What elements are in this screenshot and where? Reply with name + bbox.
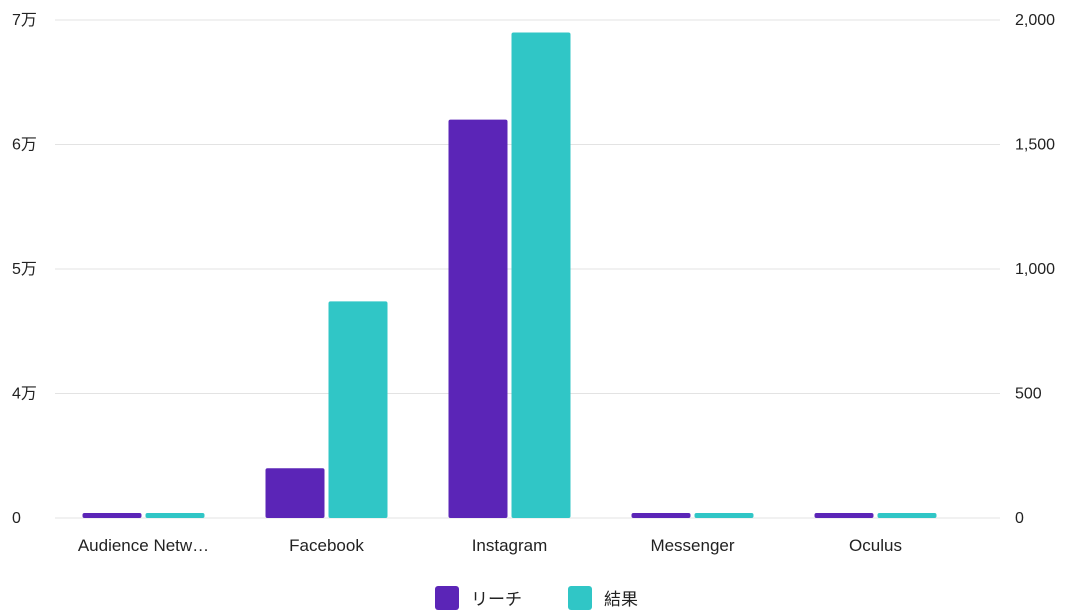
- legend-swatch-reach: [435, 585, 459, 610]
- legend-item-reach[interactable]: リーチ: [435, 585, 522, 610]
- legend-swatch-results: [568, 585, 592, 610]
- bar-reach: [631, 513, 691, 518]
- right-axis-tick-label: 500: [1015, 386, 1042, 403]
- x-axis-category-label: Instagram: [472, 536, 548, 555]
- bar-reach: [814, 513, 874, 518]
- legend-item-results[interactable]: 結果: [568, 585, 638, 610]
- bar-reach: [265, 468, 325, 518]
- left-axis-tick-label: 4万: [12, 386, 37, 403]
- bar-results: [145, 513, 205, 518]
- left-axis-tick-label: 5万: [12, 261, 37, 278]
- right-axis-tick-label: 0: [1015, 510, 1024, 527]
- right-axis-tick-label: 1,500: [1015, 137, 1055, 154]
- x-axis-category-label: Oculus: [849, 536, 902, 555]
- x-axis-category-label: Audience Netw…: [78, 536, 209, 555]
- bar-results: [694, 513, 754, 518]
- bar-reach: [82, 513, 142, 518]
- bar-results: [877, 513, 937, 518]
- x-axis-category-label: Facebook: [289, 536, 364, 555]
- x-axis-category-label: Messenger: [650, 536, 734, 555]
- right-axis-tick-label: 1,000: [1015, 261, 1055, 278]
- left-axis-tick-label: 6万: [12, 137, 37, 154]
- chart-legend: リーチ 結果: [0, 585, 1073, 610]
- left-axis-tick-label: 7万: [12, 12, 37, 29]
- legend-label-results: 結果: [604, 590, 638, 609]
- left-axis-tick-label: 0: [12, 510, 21, 527]
- right-axis-tick-label: 2,000: [1015, 12, 1055, 29]
- legend-label-reach: リーチ: [471, 590, 522, 609]
- bar-reach: [448, 119, 508, 518]
- bar-results: [328, 301, 388, 518]
- bar-chart: 0 0 4万 500 5万 1,000 6万 1,500 7万 2,000 Audience Net…: [12, 12, 1055, 555]
- bar-results: [511, 32, 571, 518]
